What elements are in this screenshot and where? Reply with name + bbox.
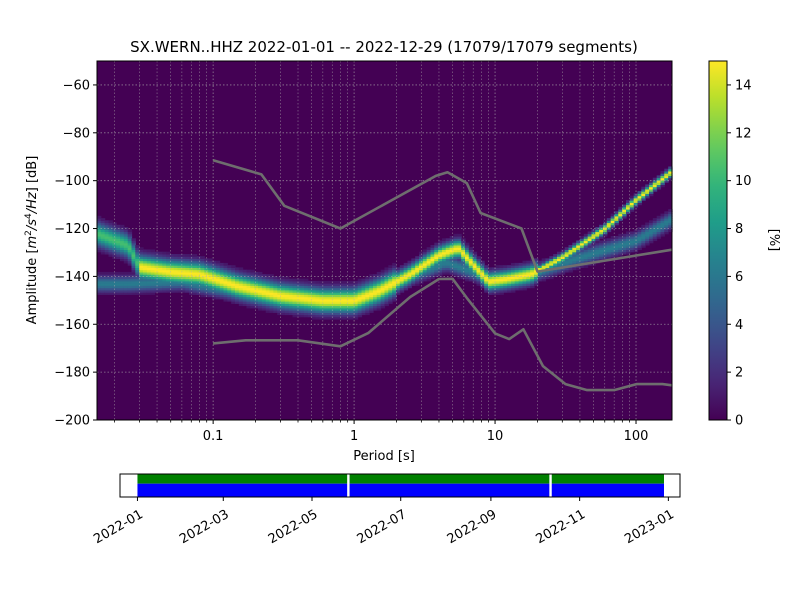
- y-tick-label: −60: [63, 78, 90, 93]
- y-tick-label: −100: [54, 174, 90, 189]
- x-tick-label: 100: [624, 429, 649, 444]
- x-tick-label: 10: [487, 429, 504, 444]
- density-heatmap: [97, 166, 673, 320]
- timeline-gap: [549, 474, 552, 497]
- colorbar-tick-label: 4: [735, 318, 743, 333]
- colorbar-gradient: [708, 60, 728, 421]
- colorbar: 0 2 4 6 8 10 12 14: [708, 60, 752, 429]
- timeline-tick-label: 2023-01: [622, 507, 677, 547]
- colorbar-tick-label: 10: [735, 174, 752, 189]
- y-tick-label: −120: [54, 222, 90, 237]
- y-tick-label: −180: [54, 366, 90, 381]
- x-tick-label: 0.1: [203, 429, 224, 444]
- timeline-tick-label: 2022-09: [445, 507, 500, 547]
- timeline-frame: [119, 473, 681, 498]
- y-axis-label: Amplitude [m2/s4/Hz] [dB]: [24, 156, 40, 325]
- chart-title: SX.WERN..HHZ 2022-01-01 -- 2022-12-29 (1…: [130, 38, 638, 56]
- y-tick-label: −140: [54, 270, 90, 285]
- x-axis-label: Period [s]: [353, 449, 415, 464]
- timeline-used-segments: [137, 474, 665, 484]
- colorbar-tick-label: 8: [735, 222, 743, 237]
- y-tick-label: −80: [63, 126, 90, 141]
- plot-area: 0.1 1 10 100 −60 −80 −100 −120 −140 −160 −180 −200: [54, 60, 673, 444]
- y-tick-label: −160: [54, 318, 90, 333]
- x-axis: 0.1 1 10 100: [114, 420, 649, 444]
- colorbar-tick-label: 14: [735, 78, 752, 93]
- y-axis: −60 −80 −100 −120 −140 −160 −180 −200: [54, 78, 97, 429]
- x-tick-label: 1: [350, 429, 358, 444]
- grid-lines: [97, 61, 672, 421]
- timeline-tick-label: 2022-03: [177, 507, 232, 547]
- timeline-tick-label: 2022-11: [533, 507, 588, 547]
- noise-model-low: [212, 277, 673, 392]
- colorbar-tick-label: 0: [735, 414, 743, 429]
- colorbar-label: [%]: [766, 229, 781, 252]
- y-tick-label: −200: [54, 414, 90, 429]
- colorbar-tick-label: 12: [735, 126, 752, 141]
- timeline-bar: 2022-01 2022-03 2022-05 2022-07 2022-09 2022-…: [91, 473, 681, 547]
- noise-model-high: [212, 159, 673, 273]
- plot-frame: [96, 60, 673, 421]
- timeline-tick-label: 2022-05: [266, 507, 321, 547]
- timeline-tick-label: 2022-01: [91, 507, 146, 547]
- colorbar-tick-label: 6: [735, 270, 743, 285]
- timeline-tick-label: 2022-07: [355, 507, 410, 547]
- timeline-data-coverage: [137, 483, 665, 497]
- colorbar-tick-label: 2: [735, 366, 743, 381]
- timeline-gap: [347, 474, 350, 497]
- plot-background: [97, 61, 672, 420]
